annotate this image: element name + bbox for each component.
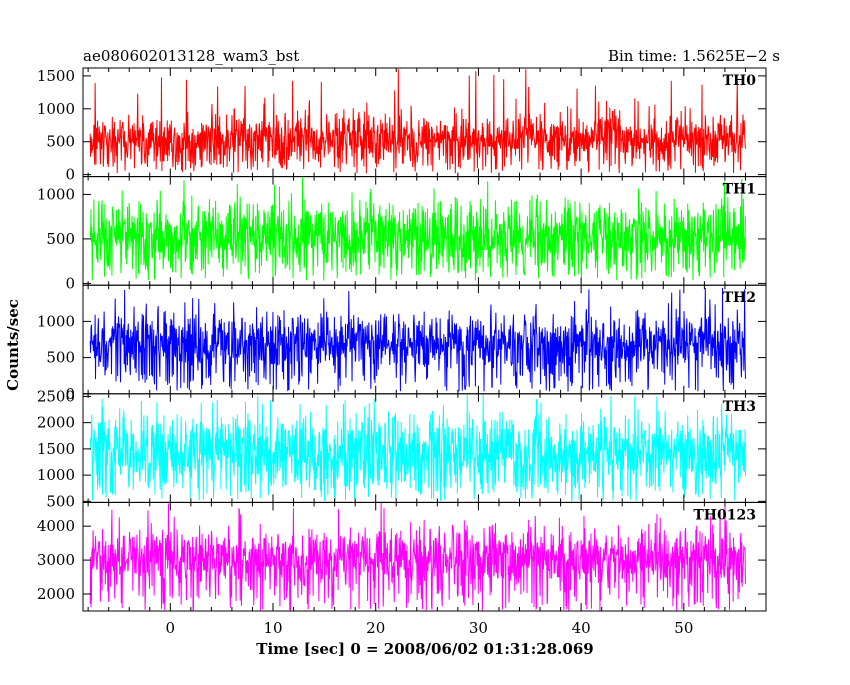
y-tick-label: 1500 [37,67,75,85]
y-tick-label: 2000 [37,585,75,603]
panel-label: TH1 [723,182,756,198]
panel-th3: 500 1000 1500 2000 2500 TH3 [37,387,767,510]
y-tick-label: 1000 [37,466,75,484]
y-tick-label: 2000 [37,414,75,432]
x-tick-label: 0 [166,619,176,637]
bin-time-label: Bin time: 1.5625E−2 s [608,47,780,65]
panel-th2: 0 500 1000 TH2 [37,284,767,403]
y-tick-label: 2500 [37,387,75,405]
y-tick-label: 1500 [37,440,75,458]
y-tick-label: 500 [46,349,75,367]
panel-frame [82,501,767,612]
plot-title: ae080602013128_wam3_bst [83,47,299,65]
y-tick-label: 0 [65,385,75,403]
y-tick-label: 1000 [37,312,75,330]
y-tick-label: 3000 [37,551,75,569]
x-tick-label: 10 [263,619,282,637]
y-tick-label: 500 [46,492,75,510]
y-tick-label: 0 [65,166,75,184]
panel-label: TH2 [723,290,756,306]
x-tick-label: 40 [572,619,591,637]
panel-label: TH3 [723,399,756,415]
y-tick-label: 4000 [37,517,75,535]
series-th0 [89,69,746,174]
x-tick-label: 50 [674,619,693,637]
x-tick-label: 20 [366,619,385,637]
x-axis-label: Time [sec] 0 = 2008/06/02 01:31:28.069 [256,640,593,658]
series-th3 [89,394,746,502]
y-tick-label: 1000 [37,100,75,118]
x-tick-label: 30 [469,619,488,637]
panel-label: TH0123 [693,507,756,523]
panel-label: TH0 [723,73,757,89]
series-th2 [89,287,746,392]
series-th0123 [89,503,746,611]
series-th1 [89,177,746,281]
panel-th0123: 2000 3000 4000 TH0123 [37,501,767,612]
y-tick-label: 500 [46,133,75,151]
y-axis-label: Counts/sec [4,299,22,391]
y-tick-label: 0 [65,274,75,292]
y-tick-label: 1000 [37,185,75,203]
y-tick-label: 500 [46,230,75,248]
panel-th0: 0 500 1000 1500 TH0 [37,67,767,184]
panel-th1: 0 500 1000 TH1 [37,176,767,292]
